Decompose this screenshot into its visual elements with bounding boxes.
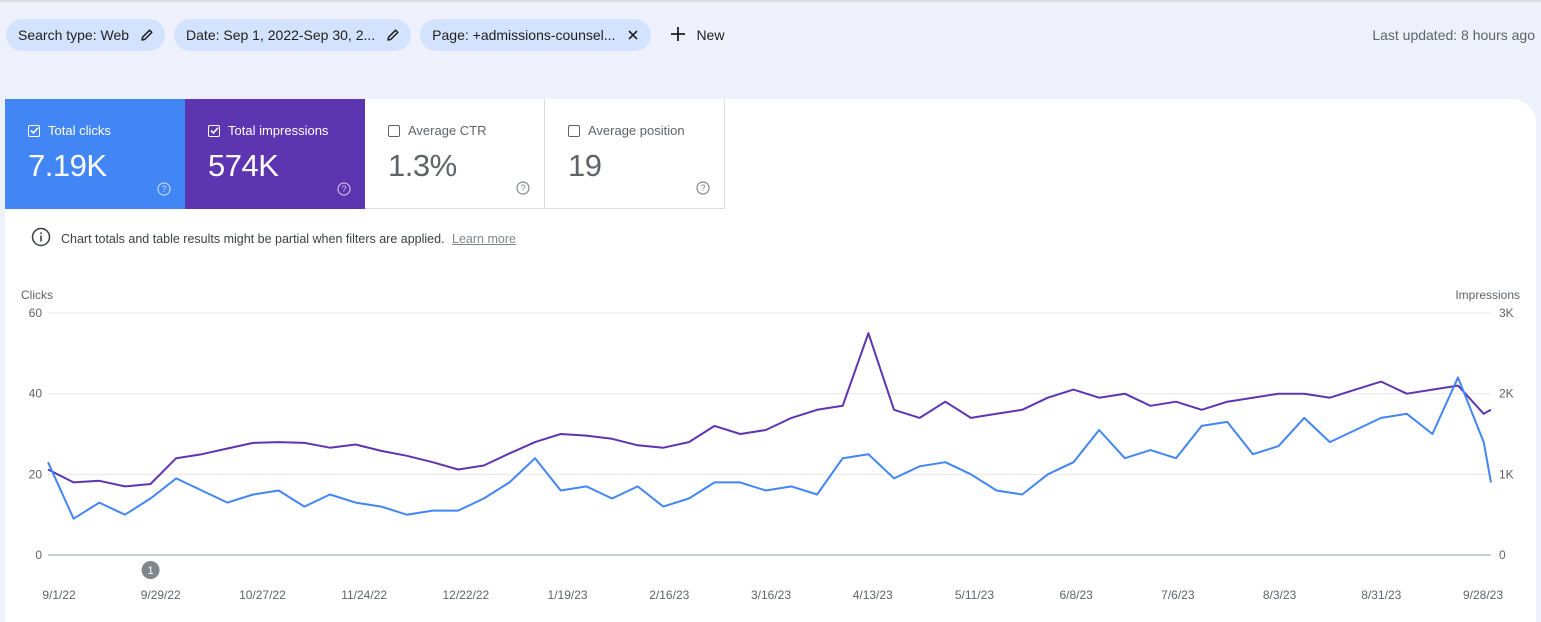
y-left-axis-title: Clicks	[21, 288, 53, 302]
filter-bar: Search type: Web Date: Sep 1, 2022-Sep 3…	[6, 19, 724, 51]
x-tick-label: 5/11/23	[955, 588, 994, 602]
annotation-label: 1	[147, 565, 153, 577]
notice-text: Chart totals and table results might be …	[61, 231, 445, 246]
y-right-tick-label: 3K	[1499, 306, 1514, 320]
y-right-axis-title: Impressions	[1455, 288, 1520, 302]
x-tick-label: 4/13/23	[853, 588, 893, 602]
filter-chip-label: Search type: Web	[18, 27, 130, 43]
series-line-impressions	[47, 332, 1492, 488]
metric-label: Total clicks	[48, 123, 111, 138]
filter-chip-search-type[interactable]: Search type: Web	[6, 19, 166, 51]
x-tick-label: 8/31/23	[1361, 588, 1401, 602]
pencil-icon[interactable]	[139, 27, 155, 43]
metric-total-clicks[interactable]: Total clicks 7.19K ?	[5, 99, 185, 209]
y-right-tick-label: 0	[1499, 548, 1506, 562]
x-tick-label: 3/16/23	[751, 588, 791, 602]
help-icon[interactable]: ?	[516, 181, 530, 195]
plus-icon	[670, 26, 686, 45]
partial-data-notice: Chart totals and table results might be …	[31, 227, 516, 250]
y-right-tick-label: 1K	[1499, 467, 1514, 481]
metric-average-position[interactable]: Average position 19 ?	[545, 99, 725, 209]
x-tick-label: 9/28/23	[1463, 588, 1503, 602]
help-icon[interactable]: ?	[157, 182, 171, 196]
y-left-tick-label: 60	[29, 306, 43, 320]
metric-value: 19	[568, 148, 602, 183]
x-tick-label: 11/24/22	[341, 588, 387, 602]
metric-value: 574K	[208, 148, 279, 183]
pencil-icon[interactable]	[385, 27, 401, 43]
metric-total-impressions[interactable]: Total impressions 574K ?	[185, 99, 365, 209]
top-divider	[0, 0, 1541, 2]
x-tick-label: 2/16/23	[649, 588, 689, 602]
checkbox-checked-icon[interactable]	[208, 124, 220, 137]
metric-label: Total impressions	[228, 123, 329, 138]
last-updated-text: Last updated: 8 hours ago	[1372, 27, 1535, 43]
filter-chip-page[interactable]: Page: +admissions-counsel...	[420, 19, 652, 51]
checkbox-unchecked-icon[interactable]	[388, 124, 400, 137]
metric-value: 1.3%	[388, 148, 457, 183]
metric-label: Average position	[588, 123, 685, 138]
new-filter-label: New	[696, 27, 725, 43]
svg-text:?: ?	[341, 184, 346, 194]
metric-value: 7.19K	[28, 148, 107, 183]
help-icon[interactable]: ?	[337, 182, 351, 196]
series-line-clicks	[47, 376, 1492, 520]
y-left-tick-label: 0	[35, 548, 42, 562]
filter-chip-date[interactable]: Date: Sep 1, 2022-Sep 30, 2...	[174, 19, 412, 51]
y-left-tick-label: 20	[29, 467, 43, 481]
x-tick-label: 1/19/23	[548, 588, 588, 602]
performance-chart: 60 40 20 0 3K 2K 1K 0 Clicks Impressions 9/1/22 9/2…	[21, 288, 1520, 602]
filter-chip-label: Date: Sep 1, 2022-Sep 30, 2...	[186, 27, 376, 43]
svg-text:?: ?	[700, 183, 705, 193]
checkbox-checked-icon[interactable]	[28, 124, 40, 137]
info-icon	[31, 227, 51, 250]
annotation-marker	[141, 561, 160, 579]
metric-average-ctr[interactable]: Average CTR 1.3% ?	[365, 99, 545, 209]
x-tick-label: 9/29/22	[141, 588, 181, 602]
x-tick-label: 12/22/22	[442, 588, 489, 602]
performance-card: Total clicks 7.19K ? Total impressions 5…	[5, 99, 1536, 622]
x-tick-label: 7/6/23	[1161, 588, 1195, 602]
metric-label: Average CTR	[408, 123, 487, 138]
svg-text:?: ?	[520, 183, 525, 193]
x-tick-label: 10/27/22	[239, 588, 286, 602]
y-right-tick-label: 2K	[1499, 387, 1514, 401]
learn-more-link[interactable]: Learn more	[452, 231, 516, 246]
checkbox-unchecked-icon[interactable]	[568, 124, 580, 137]
close-icon[interactable]	[625, 27, 641, 43]
filter-chip-label: Page: +admissions-counsel...	[432, 27, 616, 43]
help-icon[interactable]: ?	[696, 181, 710, 195]
y-left-tick-label: 40	[29, 387, 43, 401]
svg-text:?: ?	[161, 184, 166, 194]
new-filter-button[interactable]: New	[670, 26, 724, 45]
x-tick-label: 6/8/23	[1059, 588, 1093, 602]
x-tick-label: 8/3/23	[1263, 588, 1297, 602]
x-tick-label: 9/1/22	[42, 588, 76, 602]
